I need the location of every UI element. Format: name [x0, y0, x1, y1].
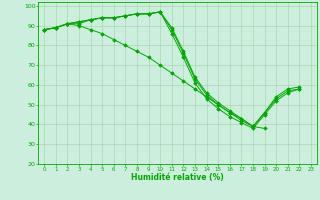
- X-axis label: Humidité relative (%): Humidité relative (%): [131, 173, 224, 182]
